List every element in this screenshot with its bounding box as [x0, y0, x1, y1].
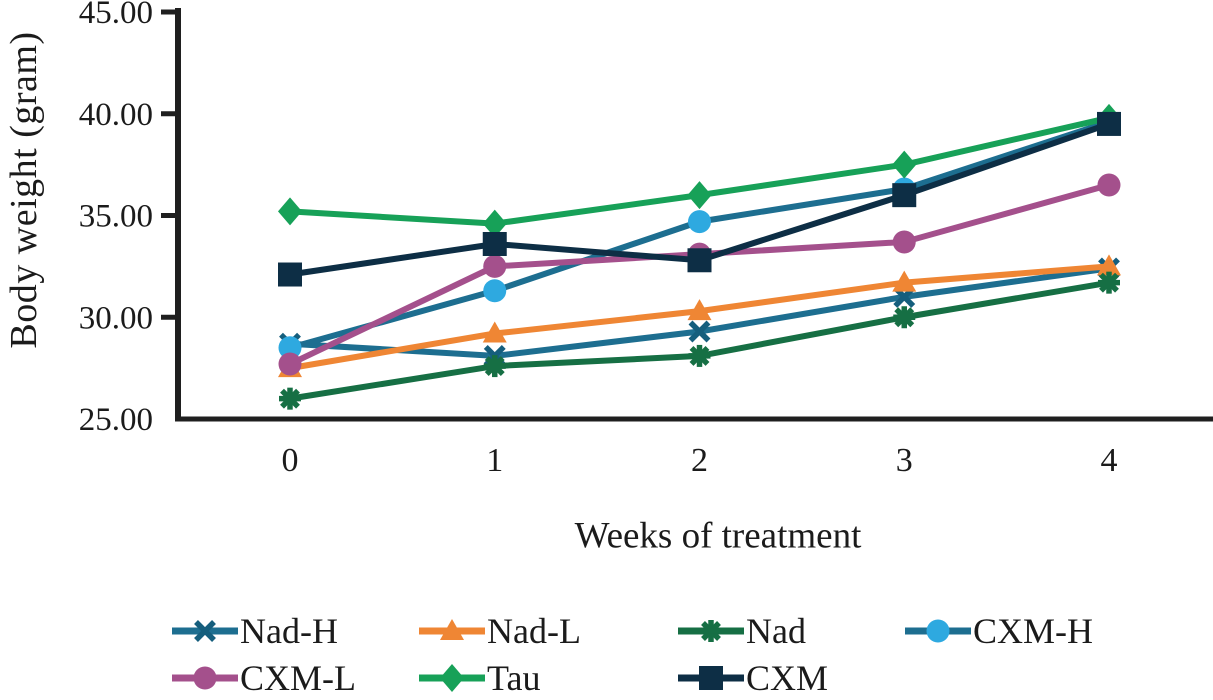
legend-marker-CXM: [678, 666, 744, 690]
legend-marker-Nad-L: [419, 619, 485, 640]
point-CXM-w2: [687, 248, 712, 273]
point-CXM-w3: [892, 183, 917, 208]
legend-marker-CXM-H: [905, 619, 971, 643]
legend-item-CXM-H: CXM-H: [903, 609, 1093, 653]
x-axis-title: Weeks of treatment: [574, 515, 862, 557]
x-tick-label: 4: [1101, 442, 1118, 479]
point-CXM-w4: [1097, 111, 1121, 136]
legend-marker-CXM-L: [172, 666, 238, 690]
point-CXM-L-w4: [1097, 173, 1121, 197]
square-marker: [699, 666, 723, 690]
x-tick-label: 1: [486, 442, 503, 479]
triangle-marker: [1097, 254, 1121, 276]
point-Nad-L-w1: [482, 321, 507, 343]
point-CXM-L-w0: [278, 352, 302, 376]
circle-marker: [926, 619, 950, 643]
point-CXM-H-w0: [278, 336, 302, 360]
circle-marker: [892, 230, 916, 254]
series-Tau: [278, 103, 1121, 238]
diamond-marker: [892, 150, 917, 179]
circle-marker: [1097, 173, 1121, 197]
point-Nad-L-w3: [892, 270, 917, 292]
triangle-marker: [892, 270, 917, 292]
legend-label-Nad-H: Nad-H: [240, 611, 338, 651]
y-tick-label: 40.00: [79, 97, 153, 133]
x-marker: [688, 320, 711, 343]
point-Tau-w3: [892, 150, 917, 179]
point-Tau-w0: [278, 197, 302, 226]
square-marker: [1097, 111, 1121, 136]
circle-marker: [688, 210, 711, 234]
legend-label-CXM-L: CXM-L: [240, 658, 356, 698]
point-CXM-w0: [278, 262, 302, 287]
point-CXM-L-w1: [483, 254, 507, 278]
point-CXM-w1: [482, 231, 507, 256]
legend-label-Tau: Tau: [487, 658, 541, 698]
y-tick-label: 45.00: [79, 0, 153, 31]
triangle-marker: [482, 321, 507, 343]
triangle-marker: [440, 619, 464, 640]
y-tick-label: 35.00: [79, 199, 153, 235]
legend-marker-Nad: [678, 620, 744, 642]
legend-label-CXM: CXM: [746, 658, 829, 698]
point-CXM-H-w2: [688, 210, 711, 234]
diamond-marker: [687, 181, 712, 210]
point-Nad-w3: [893, 306, 916, 329]
y-tick-label: 30.00: [79, 300, 153, 336]
triangle-marker: [687, 299, 712, 321]
series-CXM: [278, 111, 1121, 287]
legend-marker-Nad-H: [172, 620, 238, 642]
point-Nad-L-w2: [687, 299, 712, 321]
circle-marker: [278, 336, 302, 360]
x-tick-label: 0: [282, 442, 299, 479]
point-CXM-L-w3: [892, 230, 916, 254]
x-marker: [194, 620, 216, 642]
x-tick-label: 2: [691, 442, 708, 479]
point-CXM-H-w1: [483, 279, 507, 303]
legend-label-Nad-L: Nad-L: [487, 611, 581, 651]
legend-item-CXM: CXM: [676, 656, 828, 700]
point-Nad-w2: [688, 344, 711, 367]
square-marker: [892, 183, 917, 208]
square-marker: [482, 231, 507, 256]
legend-item-Nad: Nad: [676, 609, 806, 653]
x-tick-label: 3: [896, 442, 913, 479]
legend-item-Nad-L: Nad-L: [417, 609, 581, 653]
series-Nad: [279, 271, 1120, 410]
legend-marker-Tau: [419, 664, 485, 692]
diamond-marker: [278, 197, 302, 226]
point-Nad-w1: [483, 355, 506, 378]
square-marker: [278, 262, 302, 287]
legend-item-Nad-H: Nad-H: [170, 609, 338, 653]
point-Nad-L-w4: [1097, 254, 1121, 276]
legend-item-CXM-L: CXM-L: [170, 656, 356, 700]
legend-item-Tau: Tau: [417, 656, 540, 700]
circle-marker: [483, 279, 507, 303]
legend-label-Nad: Nad: [746, 611, 806, 651]
point-Nad-w0: [279, 387, 301, 410]
circle-marker: [278, 352, 302, 376]
circle-marker: [483, 254, 507, 278]
square-marker: [687, 248, 712, 273]
y-axis-title: Body weight (gram): [3, 31, 45, 349]
legend-label-CXM-H: CXM-H: [973, 611, 1094, 651]
point-Tau-w2: [687, 181, 712, 210]
point-Tau-w1: [482, 209, 507, 238]
point-Nad-H-w2: [688, 320, 711, 343]
series-CXM-H: [278, 110, 1121, 360]
point-Nad-w4: [1098, 271, 1120, 294]
diamond-marker: [440, 664, 464, 692]
y-tick-label: 25.00: [79, 402, 153, 438]
diamond-marker: [482, 209, 507, 238]
circle-marker: [193, 666, 217, 690]
